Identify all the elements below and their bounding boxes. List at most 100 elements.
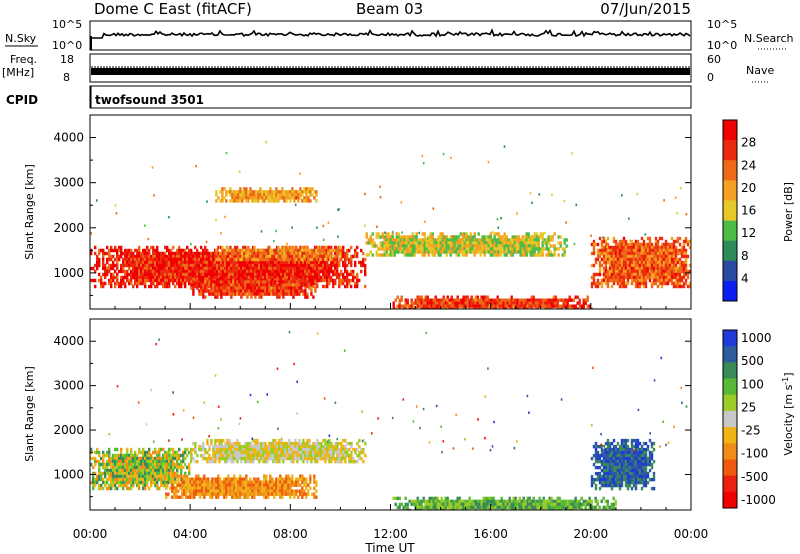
heatmap-cell [328, 281, 331, 286]
heatmap-cell [245, 199, 248, 203]
heatmap-cell [608, 245, 612, 250]
heatmap-cell [535, 253, 538, 257]
heatmap-cell [638, 269, 642, 274]
heatmap-cell [407, 238, 410, 242]
heatmap-cell [256, 289, 259, 293]
heatmap-cell [212, 289, 215, 293]
heatmap-cell [427, 238, 430, 242]
heatmap-cell [184, 447, 187, 452]
heatmap-cell [194, 284, 197, 289]
heatmap-cell [450, 156, 452, 159]
heatmap-cell [271, 248, 274, 253]
heatmap-cell [172, 471, 175, 476]
heatmap-cell [185, 483, 188, 487]
heatmap-cell [453, 238, 456, 242]
heatmap-cell [260, 292, 263, 296]
heatmap-cell [150, 278, 153, 283]
heatmap-cell [114, 275, 117, 280]
heatmap-cell [283, 190, 286, 194]
heatmap-cell [435, 250, 438, 254]
heatmap-cell [284, 289, 287, 293]
heatmap-cell [256, 266, 259, 271]
heatmap-cell [448, 301, 451, 305]
heatmap-cell [235, 196, 238, 200]
heatmap-cell [198, 257, 201, 262]
heatmap-cell [152, 474, 155, 479]
heatmap-cell [310, 286, 313, 290]
heatmap-cell [339, 257, 342, 262]
heatmap-cell [527, 235, 530, 239]
heatmap-cell [170, 254, 173, 259]
heatmap-cell [100, 281, 103, 286]
heatmap-cell [684, 272, 688, 277]
heatmap-cell [321, 248, 324, 253]
heatmap-cell [182, 260, 185, 265]
heatmap-cell [216, 266, 219, 271]
heatmap-cell [562, 301, 565, 305]
heatmap-cell [482, 301, 485, 305]
heatmap-cell [106, 245, 109, 250]
heatmap-cell [246, 292, 249, 296]
heatmap-cell [205, 483, 208, 487]
heatmap-cell [413, 241, 416, 245]
heatmap-cell [419, 241, 422, 245]
nsearch-bottom-tick: 10^0 [707, 39, 737, 52]
heatmap-cell [164, 456, 167, 461]
heatmap-cell [324, 269, 327, 274]
heatmap-cell [193, 480, 196, 484]
heatmap-cell [602, 239, 606, 244]
heatmap-cell [241, 193, 244, 197]
heatmap-cell [162, 465, 165, 470]
heatmap-cell [670, 257, 674, 262]
heatmap-cell [549, 253, 552, 257]
heatmap-cell [186, 453, 189, 458]
heatmap-cell [224, 263, 227, 268]
heatmap-cell [297, 199, 300, 203]
heatmap-cell [481, 247, 484, 251]
heatmap-cell [148, 486, 151, 491]
colorbar-frame [722, 119, 738, 302]
heatmap-cell [183, 486, 186, 490]
heatmap-cell [330, 266, 333, 271]
heatmap-cell [296, 292, 299, 296]
heatmap-cell [364, 257, 367, 262]
heatmap-cell [219, 190, 222, 194]
heatmap-cell [208, 266, 211, 271]
heatmap-cell [173, 486, 176, 490]
heatmap-cell [134, 281, 137, 286]
heatmap-cell [313, 196, 316, 200]
heatmap-cell [112, 468, 115, 473]
heatmap-cell [634, 248, 638, 253]
heatmap-cell [144, 459, 147, 464]
heatmap-cell [320, 260, 323, 265]
heatmap-cell [240, 260, 243, 265]
heatmap-cell [158, 257, 161, 262]
heatmap-cell [174, 266, 177, 271]
heatmap-cell [295, 196, 298, 200]
heatmap-cell [656, 275, 660, 280]
heatmap-cell [596, 248, 600, 253]
heatmap-cell [214, 283, 217, 287]
heatmap-cell [264, 263, 267, 268]
heatmap-cell [395, 244, 398, 248]
heatmap-cell [239, 251, 242, 256]
heatmap-cell [277, 190, 280, 194]
heatmap-cell [455, 244, 458, 248]
heatmap-cell [241, 251, 244, 256]
heatmap-cell [138, 281, 141, 286]
heatmap-cell [249, 251, 252, 256]
heatmap-cell [146, 272, 149, 277]
heatmap-cell [241, 257, 244, 262]
heatmap-cell [676, 257, 680, 262]
heatmap-cell [518, 304, 521, 308]
heatmap-cell [171, 486, 174, 490]
heatmap-cell [237, 196, 240, 200]
heatmap-cell [624, 269, 628, 274]
heatmap-cell [201, 489, 204, 493]
colorbar-tick-label: 16 [741, 204, 756, 218]
heatmap-cell [146, 453, 149, 458]
heatmap-cell [536, 298, 539, 302]
heatmap-cell [158, 468, 161, 473]
heatmap-cell [476, 304, 479, 308]
heatmap-cell [293, 248, 296, 253]
